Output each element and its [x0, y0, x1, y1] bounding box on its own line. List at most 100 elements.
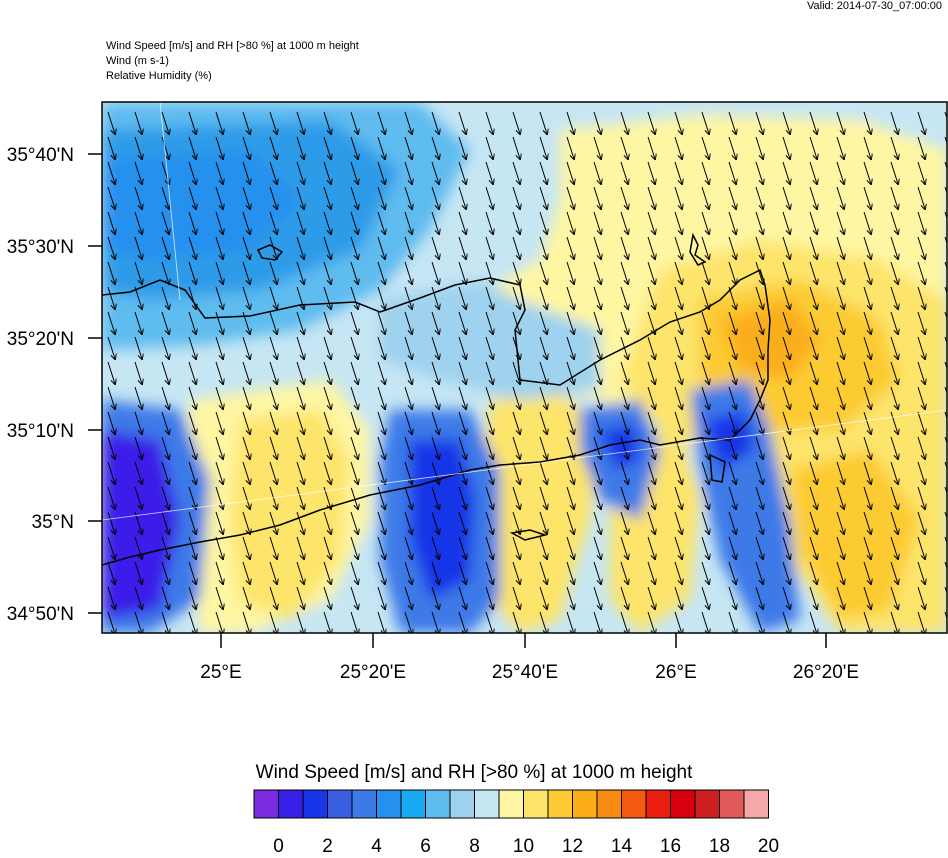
- wind-arrow: [863, 261, 871, 284]
- wind-arrow: [944, 336, 947, 345]
- wind-arrow: [188, 336, 196, 359]
- wind-arrow: [647, 536, 655, 559]
- wind-arrow: [134, 286, 142, 309]
- wind-arrow: [809, 561, 817, 584]
- wind-arrow: [566, 336, 574, 359]
- wind-arrow: [566, 486, 574, 509]
- wind-arrow: [863, 236, 871, 259]
- wind-arrow: [512, 261, 520, 284]
- wind-arrow: [836, 361, 844, 384]
- wind-arrow: [458, 486, 466, 509]
- wind-arrow: [134, 261, 142, 284]
- wind-arrow: [755, 161, 763, 184]
- wind-arrow: [107, 161, 115, 184]
- wind-arrow: [161, 411, 169, 434]
- wind-arrow: [620, 611, 628, 633]
- wind-arrow: [269, 111, 277, 134]
- wind-arrow: [728, 136, 736, 159]
- wind-arrow: [134, 586, 142, 609]
- wind-arrow: [161, 436, 169, 459]
- wind-arrow: [620, 111, 628, 134]
- wind-arrow: [377, 136, 385, 159]
- wind-arrow: [917, 436, 925, 459]
- wind-arrow: [215, 411, 223, 434]
- wind-arrow: [674, 461, 682, 484]
- wind-arrow: [863, 561, 871, 584]
- wind-arrow: [593, 311, 601, 334]
- wind-arrow: [269, 286, 277, 309]
- wind-arrow: [836, 211, 844, 234]
- wind-speed-field: [102, 102, 947, 633]
- wind-arrow: [350, 211, 358, 234]
- wind-arrow: [242, 536, 250, 559]
- wind-arrow: [404, 236, 412, 259]
- wind-arrow: [215, 186, 223, 209]
- wind-arrow: [917, 136, 925, 159]
- wind-arrow: [674, 186, 682, 209]
- wind-arrow: [863, 161, 871, 184]
- wind-arrow: [512, 386, 520, 409]
- wind-arrow: [755, 286, 763, 309]
- wind-arrow: [188, 561, 196, 584]
- wind-arrow: [377, 361, 385, 384]
- wind-arrow: [701, 586, 709, 609]
- wind-arrow: [647, 511, 655, 534]
- longitude-axis: 25°E 25°20'E 25°40'E 26°E 26°20'E: [200, 633, 859, 683]
- wind-arrow: [864, 637, 871, 659]
- wind-arrow: [836, 386, 844, 409]
- wind-arrow: [458, 236, 466, 259]
- wind-arrow: [701, 111, 709, 134]
- lat-label: 35°40'N: [7, 145, 74, 166]
- wind-arrow: [566, 236, 574, 259]
- colorbar-swatch: [645, 789, 671, 819]
- wind-arrow: [512, 511, 520, 534]
- wind-arrow: [323, 186, 331, 209]
- wind-arrow: [647, 161, 655, 184]
- wind-arrow: [620, 561, 628, 584]
- wind-arrow: [458, 586, 466, 609]
- wind-arrow: [620, 186, 628, 209]
- wind-arrow: [431, 611, 439, 633]
- wind-arrow: [917, 361, 925, 384]
- wind-arrow: [620, 361, 628, 384]
- wind-arrow: [296, 311, 304, 334]
- wind-arrow: [188, 161, 196, 184]
- wind-arrow: [647, 561, 655, 584]
- wind-arrow: [944, 436, 947, 445]
- wind-arrow: [161, 361, 169, 384]
- wind-arrow: [215, 361, 223, 384]
- wind-arrow: [944, 411, 947, 420]
- wind-arrow: [269, 361, 277, 384]
- wind-arrow: [270, 637, 277, 659]
- wind-arrow: [782, 361, 790, 384]
- wind-arrow: [566, 286, 574, 309]
- wind-arrow: [161, 561, 169, 584]
- wind-arrow: [566, 461, 574, 484]
- wind-arrow: [323, 236, 331, 259]
- wind-arrow: [269, 561, 277, 584]
- wind-arrow: [323, 611, 331, 633]
- wind-arrow: [323, 161, 331, 184]
- wind-arrow: [728, 186, 736, 209]
- wind-arrow: [647, 311, 655, 334]
- colorbar: [253, 789, 769, 819]
- coastlines: [102, 232, 771, 566]
- wind-arrow: [863, 461, 871, 484]
- wind-arrow: [890, 561, 898, 584]
- wind-arrow: [242, 361, 250, 384]
- wind-arrow: [755, 486, 763, 509]
- wind-arrow: [242, 186, 250, 209]
- wind-arrow: [539, 486, 547, 509]
- wind-arrow: [701, 161, 709, 184]
- wind-arrow: [512, 311, 520, 334]
- lat-label: 35°20'N: [7, 329, 74, 350]
- wind-arrow: [620, 586, 628, 609]
- wind-arrow: [836, 311, 844, 334]
- wind-arrow: [188, 486, 196, 509]
- colorbar-tick-label: 14: [610, 836, 633, 857]
- wind-arrow: [782, 186, 790, 209]
- wind-arrow: [755, 111, 763, 134]
- wind-arrow: [809, 411, 817, 434]
- wind-arrow: [782, 336, 790, 359]
- wind-arrow: [296, 411, 304, 434]
